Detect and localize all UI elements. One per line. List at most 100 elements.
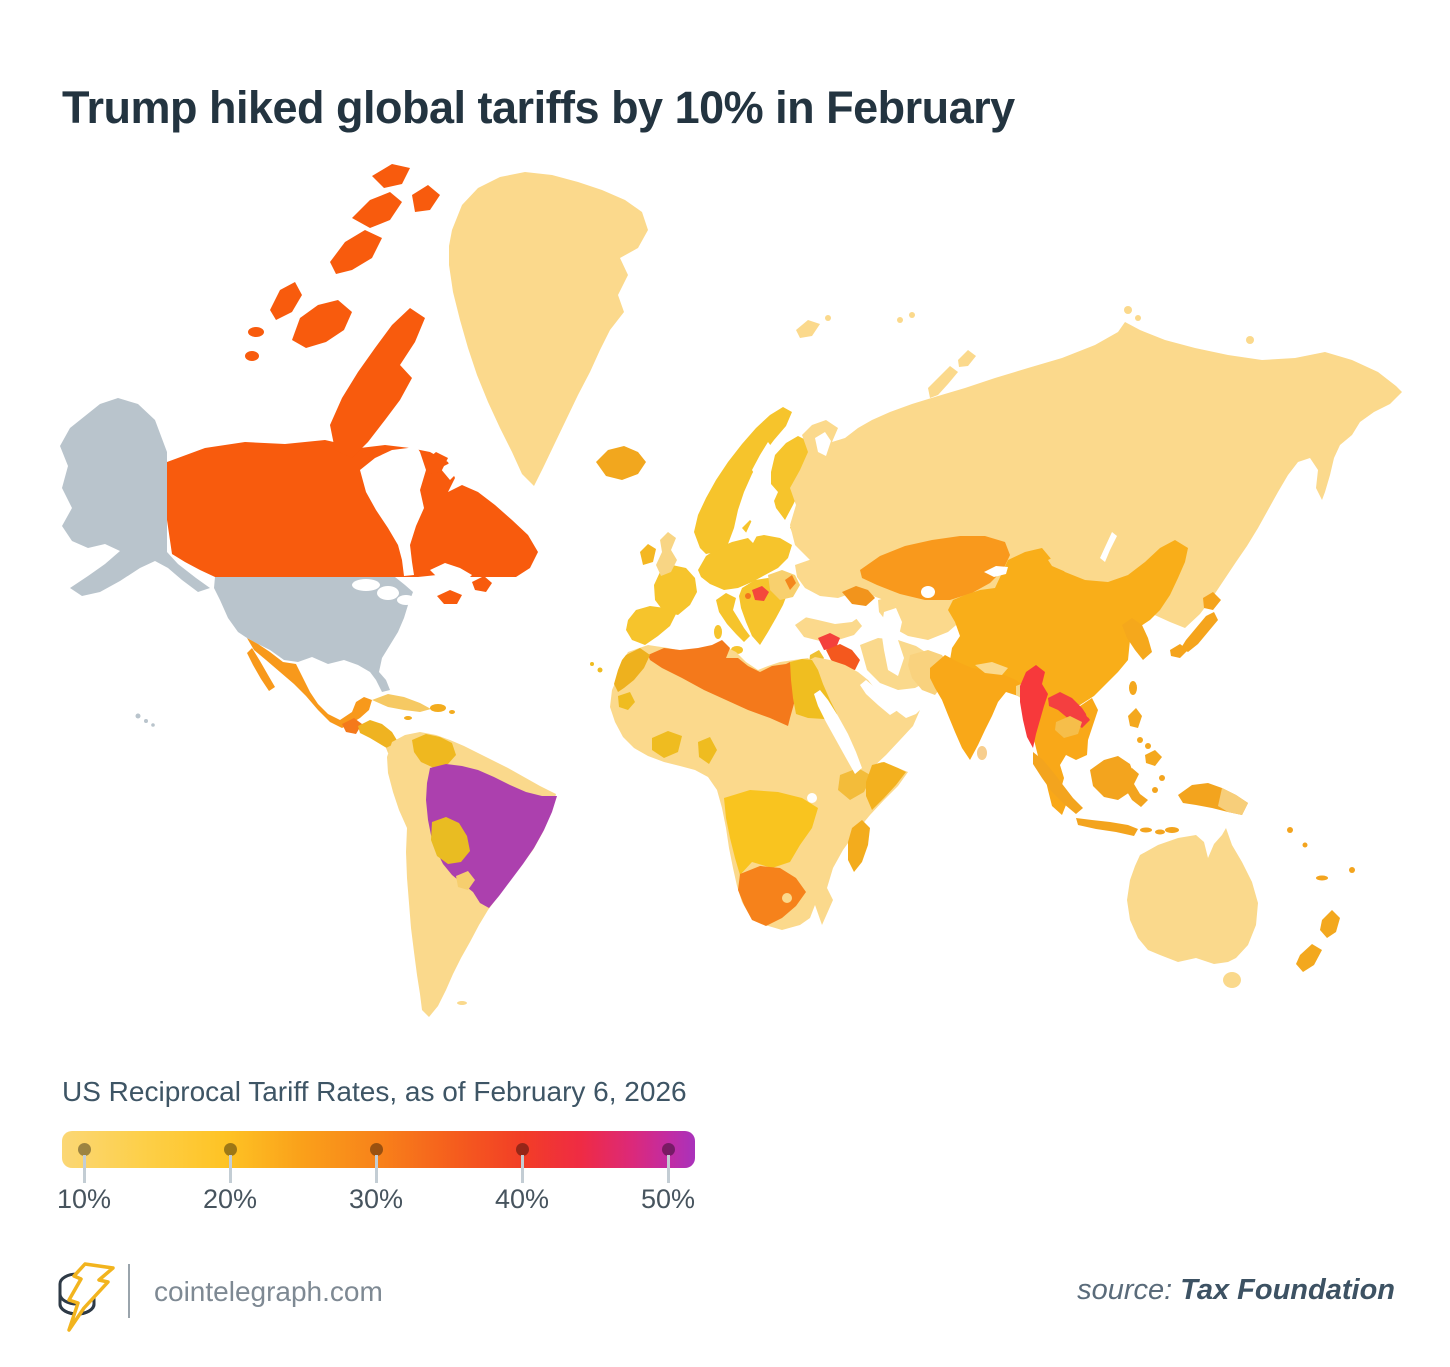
- water-lake-superior: [352, 579, 380, 591]
- region-sakhalin: [1194, 552, 1210, 588]
- region-myanmar: [1020, 665, 1048, 748]
- water-black-sea: [795, 600, 862, 624]
- region-philippines-visayas-1: [1137, 737, 1143, 743]
- legend-tick-10: 10%: [56, 1184, 112, 1214]
- region-new-caledonia: [1316, 875, 1328, 881]
- region-solomon-2: [1302, 842, 1308, 848]
- marker-dot-icon: [78, 1143, 91, 1156]
- region-newfoundland: [472, 576, 492, 592]
- region-italy: [716, 593, 750, 642]
- region-southern-africa: [724, 790, 818, 875]
- region-tasmania: [1223, 972, 1241, 988]
- region-canada-victoria-island: [292, 300, 352, 348]
- region-falkland-islands: [457, 1001, 467, 1005]
- region-mexico: [247, 638, 372, 728]
- region-cuba: [372, 694, 431, 712]
- region-kazakhstan: [860, 536, 1010, 600]
- region-morocco: [614, 648, 650, 692]
- region-algeria-libya: [648, 640, 795, 726]
- region-papua-new-guinea: [1218, 788, 1248, 815]
- region-canary-2: [590, 662, 594, 666]
- region-canada-arctic-island-4: [412, 185, 440, 212]
- region-taiwan: [1129, 681, 1137, 695]
- legend-gradient-bar: [62, 1131, 695, 1183]
- region-serbia: [752, 586, 769, 601]
- region-canada-small-island-1: [248, 327, 264, 337]
- water-gulf-of-bothnia: [752, 442, 774, 480]
- region-borneo: [1090, 756, 1135, 800]
- region-philippines-visayas-2: [1145, 743, 1151, 749]
- region-cote-divoire-ghana: [652, 731, 682, 758]
- region-iceland: [596, 446, 646, 480]
- region-hainan: [1086, 710, 1094, 718]
- region-nova-scotia: [437, 590, 462, 604]
- region-paraguay: [456, 871, 475, 890]
- region-nepal: [975, 662, 1008, 675]
- region-southampton-island: [424, 452, 448, 474]
- legend-tick-row: 10% 20% 30% 40% 50%: [0, 1184, 1450, 1214]
- marker-stem: [83, 1155, 86, 1183]
- region-us-mainland: [214, 577, 413, 692]
- marker-dot-icon: [662, 1143, 675, 1156]
- region-cambodia: [1055, 716, 1082, 738]
- water-gulf-st-lawrence: [430, 563, 472, 583]
- region-jamaica: [404, 716, 412, 720]
- region-canada-small-island-2: [245, 351, 259, 361]
- water-ungava-bay: [440, 462, 458, 480]
- legend-tick-20: 20%: [202, 1184, 258, 1214]
- footer-source: source: Tax Foundation: [1077, 1274, 1395, 1307]
- region-south-africa: [738, 866, 806, 926]
- water-aral-sea: [921, 586, 935, 598]
- region-hawaii-2: [144, 719, 148, 723]
- region-venezuela: [412, 734, 456, 768]
- region-central-europe: [698, 535, 792, 590]
- region-finland: [771, 436, 815, 520]
- marker-stem: [667, 1155, 670, 1183]
- water-caspian-sea: [881, 608, 904, 676]
- region-new-zealand-north: [1320, 910, 1340, 938]
- region-guatemala: [342, 718, 362, 734]
- region-lesser-sunda-2: [1155, 829, 1165, 835]
- region-canada-arctic-island-3: [372, 164, 410, 188]
- region-timor: [1165, 827, 1179, 833]
- footer-site-label: cointelegraph.com: [154, 1276, 383, 1307]
- region-japan-hokkaido: [1203, 592, 1221, 610]
- region-canada-baffin: [330, 308, 425, 458]
- region-philippines-luzon: [1128, 708, 1142, 728]
- region-fiji: [1349, 867, 1355, 873]
- legend-tick-50: 50%: [640, 1184, 696, 1214]
- water-hudson-bay: [360, 444, 426, 576]
- marker-stem: [375, 1155, 378, 1183]
- marker-dot-icon: [224, 1143, 237, 1156]
- region-greenland: [449, 172, 648, 486]
- legend-tick-40: 40%: [494, 1184, 550, 1214]
- region-senegal: [618, 692, 635, 710]
- region-ethiopia-kenya: [838, 768, 872, 800]
- region-caucasus: [842, 586, 875, 606]
- region-united-kingdom: [656, 532, 677, 576]
- water-persian-gulf: [860, 680, 898, 715]
- water-white-sea: [815, 432, 831, 456]
- region-somalia: [866, 762, 906, 810]
- water-lake-victoria: [807, 793, 817, 803]
- water-lake-baikal: [1100, 532, 1117, 562]
- region-puerto-rico: [449, 710, 455, 714]
- region-laos: [1048, 692, 1090, 728]
- region-syria: [818, 633, 840, 650]
- region-mongolia: [1048, 545, 1136, 577]
- region-philippines-mindanao: [1145, 750, 1162, 766]
- region-japan-kyushu: [1170, 644, 1188, 658]
- marker-stem: [521, 1155, 524, 1183]
- region-hawaii-1: [135, 713, 141, 719]
- region-moluccas-1: [1152, 787, 1158, 793]
- region-baja-california: [247, 648, 275, 691]
- marker-dot-icon: [516, 1143, 529, 1156]
- region-bolivia: [431, 817, 470, 864]
- region-france: [654, 565, 697, 615]
- region-india: [930, 655, 1026, 760]
- region-hawaii-3: [151, 723, 155, 727]
- region-bosnia: [745, 593, 751, 599]
- region-solomon-1: [1287, 827, 1293, 833]
- water-red-sea: [814, 690, 862, 774]
